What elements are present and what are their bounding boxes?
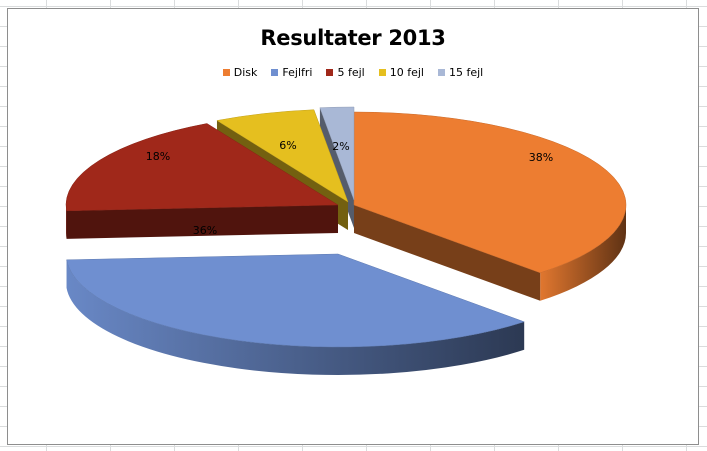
- legend-label: Disk: [233, 66, 258, 79]
- chart-legend: Disk Fejlfri 5 fejl 10 fejl 15 fejl: [8, 66, 698, 79]
- legend-label: 10 fejl: [389, 66, 424, 79]
- legend-label: 15 fejl: [448, 66, 484, 79]
- legend-label: Fejlfri: [282, 66, 313, 79]
- legend-item: 5 fejl: [326, 66, 365, 79]
- legend-item: 15 fejl: [437, 66, 484, 79]
- legend-item: 10 fejl: [378, 66, 424, 79]
- legend-item: Disk: [222, 66, 258, 79]
- legend-swatch: [271, 69, 279, 76]
- pie-slice[interactable]: [216, 109, 349, 203]
- pie-slice-side: [540, 205, 626, 301]
- pie-slice[interactable]: [353, 111, 627, 274]
- legend-swatch: [437, 69, 445, 76]
- pie-slice[interactable]: [319, 106, 355, 201]
- data-label: 36%: [193, 224, 217, 237]
- chart-title: Resultater 2013: [260, 26, 446, 50]
- pie-slice[interactable]: [65, 123, 339, 212]
- pie-slice[interactable]: [66, 253, 525, 348]
- data-label: 38%: [529, 151, 553, 164]
- legend-swatch: [378, 69, 386, 76]
- data-label: 6%: [279, 139, 296, 152]
- data-label: 2%: [332, 140, 349, 153]
- data-label: 18%: [146, 150, 170, 163]
- pie-slice-face: [354, 205, 541, 301]
- legend-swatch: [222, 69, 230, 76]
- legend-label: 5 fejl: [337, 66, 365, 79]
- legend-swatch: [326, 69, 334, 76]
- legend-item: Fejlfri: [271, 66, 312, 79]
- pie-slice-face: [66, 205, 338, 239]
- pie-slice-side: [66, 205, 67, 239]
- pie-slice-side: [66, 259, 525, 375]
